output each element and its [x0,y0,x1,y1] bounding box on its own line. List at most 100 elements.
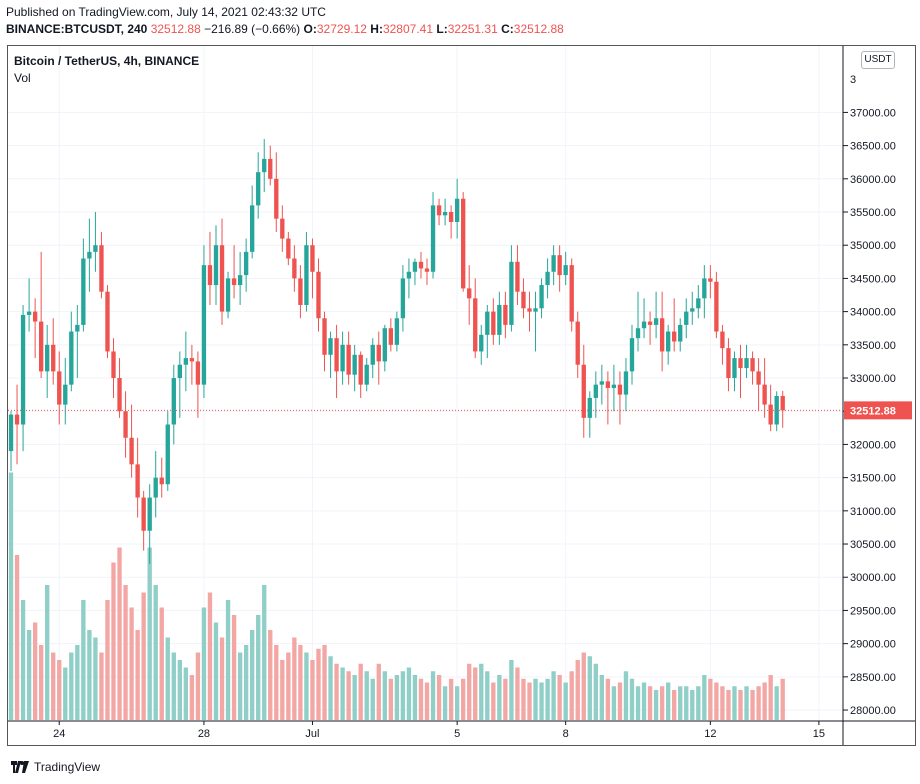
volume-bar [726,690,731,720]
candle-body [708,278,713,282]
x-tick-label: 24 [53,728,65,740]
candle-body [605,381,611,388]
candle-body [111,351,116,379]
y-tick-label: 35000.00 [850,240,896,252]
candle-body [696,298,701,309]
y-tick-label: 29000.00 [850,639,896,651]
volume-legend: Vol [14,71,31,85]
volume-bar [394,675,400,720]
candle-body [268,158,273,179]
volume-bar [8,472,14,720]
volume-bar [479,663,484,720]
volume-bar [225,600,231,720]
y-tick-label: 34000.00 [850,307,896,319]
volume-bar [159,607,164,720]
candle-body [635,328,641,339]
volume-bar [485,671,490,720]
volume-bar [551,671,556,720]
candle-body [99,245,104,292]
candle-body [768,404,773,425]
footer-brand[interactable]: TradingView [10,758,100,776]
volume-bar [370,678,375,720]
candle-body [557,255,562,276]
candle-body [659,318,665,352]
volume-bar [93,637,98,720]
candle-body [418,261,424,269]
volume-bar [51,652,56,720]
y-tick-label: 28500.00 [850,672,896,684]
volume-bar [623,671,629,720]
volume-bar [38,645,44,720]
candle-body [183,358,189,365]
candle-body [611,384,617,388]
y-tick-label: 31000.00 [850,506,896,518]
candle-body [509,261,514,325]
volume-bar [569,671,574,720]
candle-body [521,291,526,309]
volume-bar [587,656,592,720]
volume-bar [268,630,273,720]
volume-bar [262,585,267,720]
price-change: −216.89 (−0.66%) [204,22,301,36]
volume-bar [635,686,641,720]
volume-bar [762,682,767,720]
candle-body [298,278,303,305]
y-tick-label: 29500.00 [850,605,896,617]
candle-body [256,172,261,206]
candle-body [105,291,110,352]
candle-body [545,271,550,286]
volume-bar [617,682,623,720]
candle-body [394,318,400,345]
candle-body [762,384,767,405]
candle-body [340,344,345,372]
published-caption: Published on TradingView.com, July 14, 2… [6,5,326,19]
candle-body [533,308,538,312]
volume-bar [75,645,80,720]
candle-body [370,344,375,365]
volume-bar [364,671,369,720]
candle-body [280,218,285,239]
candle-body [756,371,761,385]
volume-bar [63,667,68,720]
candle-body [189,358,195,362]
candle-body [684,311,689,325]
volume-bar [647,686,653,720]
volume-bar [286,652,291,720]
volume-bar [412,675,418,720]
candle-body [20,314,26,425]
volume-bar [81,600,86,720]
candle-body [141,497,146,531]
candle-body [473,298,478,352]
volume-bar [684,686,689,720]
volume-bar [768,675,773,720]
candle-body [75,324,80,332]
candle-body [334,338,339,372]
volume-bar [123,585,128,720]
candle-body [714,281,719,332]
candle-body [322,318,327,355]
x-tick-label: 8 [563,728,569,740]
candle-body [461,198,466,289]
chart-title: Bitcoin / TetherUS, 4h, BINANCE [14,54,200,68]
volume-bar [189,675,195,720]
low-value: 32251.31 [447,22,498,36]
candle-body [726,348,731,379]
footer-brand-label: TradingView [34,760,101,774]
volume-bar [219,637,225,720]
currency-badge[interactable]: USDT [861,51,895,69]
volume-bar [26,630,32,720]
candle-body [623,371,629,395]
candle-body [63,384,68,405]
volume-bar [744,686,749,720]
volume-bar [545,678,550,720]
volume-bar [99,652,104,720]
volume-bar [708,678,713,720]
last-price-label: 32512.88 [850,405,896,417]
volume-bar [304,652,309,720]
volume-bar [448,678,454,720]
candle-body [51,344,56,372]
volume-bar [346,671,351,720]
candle-body [177,364,182,379]
candle-body [286,238,291,259]
